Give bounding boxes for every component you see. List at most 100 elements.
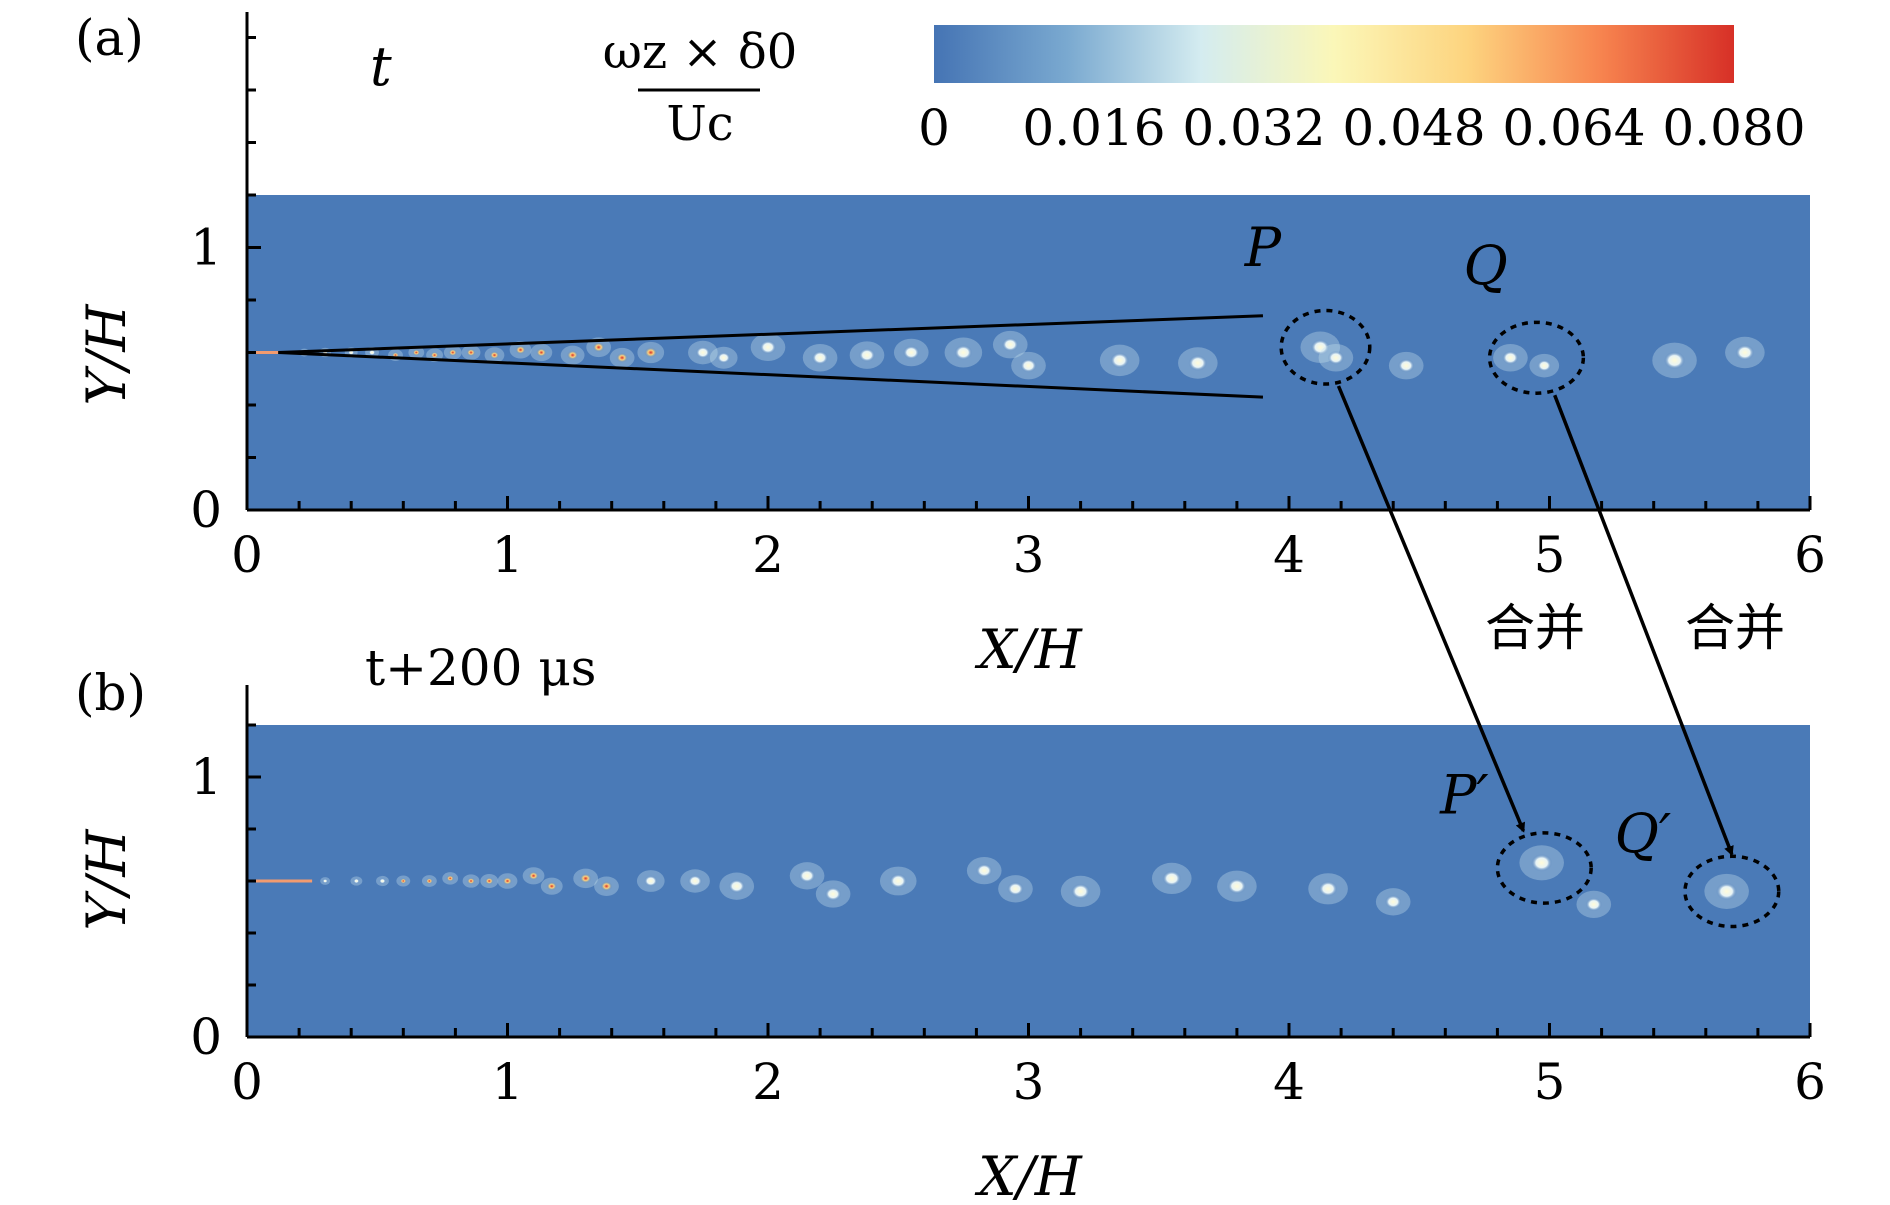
vortex-core [600,881,613,892]
vortex-core [616,352,628,363]
vortex-core [566,350,579,360]
panel-b-circles [1495,831,1781,929]
x-tick-label: 3 [1013,526,1045,584]
vortex-core [717,352,731,364]
vortex-core [528,871,539,881]
vortex [421,875,437,887]
vortex [1099,344,1140,377]
panel-b-ylabel: Y/H [75,829,138,931]
vortex-core [688,875,703,887]
vortex-core [502,877,513,885]
vortex-core [824,887,842,901]
vortex [1151,862,1192,895]
vortex-core [1327,350,1345,365]
vortex [522,867,545,885]
vortex-core [759,340,777,355]
vortex [442,872,459,885]
annotation-P: P [1244,216,1283,279]
vortex [1519,845,1564,881]
vortex [709,346,738,369]
colorbar-ticks: 0 0.016 0.032 0.048 0.064 0.080 [918,99,1805,157]
x-tick-label: 0 [231,526,263,584]
vortex [573,868,599,889]
highlight-circle-q [1487,320,1586,395]
vortex [1493,343,1528,372]
vortex [396,875,411,887]
vortex-core [798,868,816,883]
x-tick-label: 6 [1794,526,1826,584]
vortex [750,333,786,362]
vortex-core [579,873,592,884]
vortex-core [1318,881,1338,897]
vortex [966,856,1002,885]
merge-label-2: 合并 [1685,599,1785,657]
vortex-core [1716,882,1738,901]
vortex [944,337,983,368]
panel-b: (b) t+200 μs 0 1 2 3 4 5 6 0 1 X/H Y/H P′ Q′ [75,639,1826,1205]
vortex [637,341,665,364]
vortex-core [425,878,433,884]
vortex-core [368,349,376,356]
vortex-core [1007,881,1024,896]
vortex [1011,351,1046,380]
vortex-core [1227,878,1247,894]
colorbar-tick-label: 0.048 [1342,99,1485,157]
vortex [680,869,710,893]
vortex-core [1585,897,1602,912]
panel-a-ylabel: Y/H [75,304,138,406]
highlight-circle-q-prime [1683,854,1781,929]
vortex-core [1162,870,1182,887]
vortex-core [446,875,454,882]
vortex-core [485,877,494,885]
vortex-core [353,878,360,884]
y-tick-label: 1 [190,748,222,806]
vortex-core [1663,351,1686,370]
panel-a-axes: 0 1 2 3 4 5 6 0 1 [190,12,1826,584]
vortex [1652,342,1697,379]
panel-b-axes: 0 1 2 3 4 5 6 0 1 [190,685,1826,1111]
vortex [1725,336,1765,369]
vortex [1576,890,1612,919]
panel-a-label: (a) [75,9,144,67]
vortex [998,875,1033,903]
vortex-core [430,351,439,359]
panel-b-label: (b) [75,664,146,722]
x-tick-label: 5 [1534,526,1566,584]
vortex [480,873,499,889]
vortex [443,345,462,360]
y-tick-label: 1 [190,219,222,277]
vortex [849,341,885,369]
merge-arrow [1553,394,1734,857]
annotation-Q: Q [1464,234,1508,297]
vortex [530,343,553,362]
vortex-core [1188,355,1208,371]
vortex-core [1310,339,1330,356]
vortex-core [1110,352,1130,369]
x-tick-label: 6 [1794,1053,1826,1111]
colorbar-gradient [934,25,1734,83]
vortex [815,880,851,908]
vortex [461,345,481,360]
annotation-P-prime: P′ [1439,763,1489,826]
x-tick-label: 3 [1013,1053,1045,1111]
vortex [540,877,563,895]
vortex [992,330,1028,359]
vortex-core [1398,358,1415,373]
vortex [350,876,363,886]
colorbar-tick-label: 0.080 [1662,99,1805,157]
vortex [719,872,755,900]
vortex-core [1002,337,1019,352]
vortex [1060,875,1101,908]
panel-a-xlabel: X/H [974,618,1083,681]
x-tick-label: 1 [492,1053,524,1111]
vortex [1529,353,1560,378]
vortex-core [467,877,476,885]
vortex [1375,888,1411,916]
vortex-core [400,878,407,884]
vortex [1178,347,1218,379]
panel-b-time-label: t+200 μs [365,639,596,697]
vortex-core [1384,894,1402,909]
vortex [376,875,389,887]
vortex [1318,343,1354,372]
vortex-core [515,345,526,355]
